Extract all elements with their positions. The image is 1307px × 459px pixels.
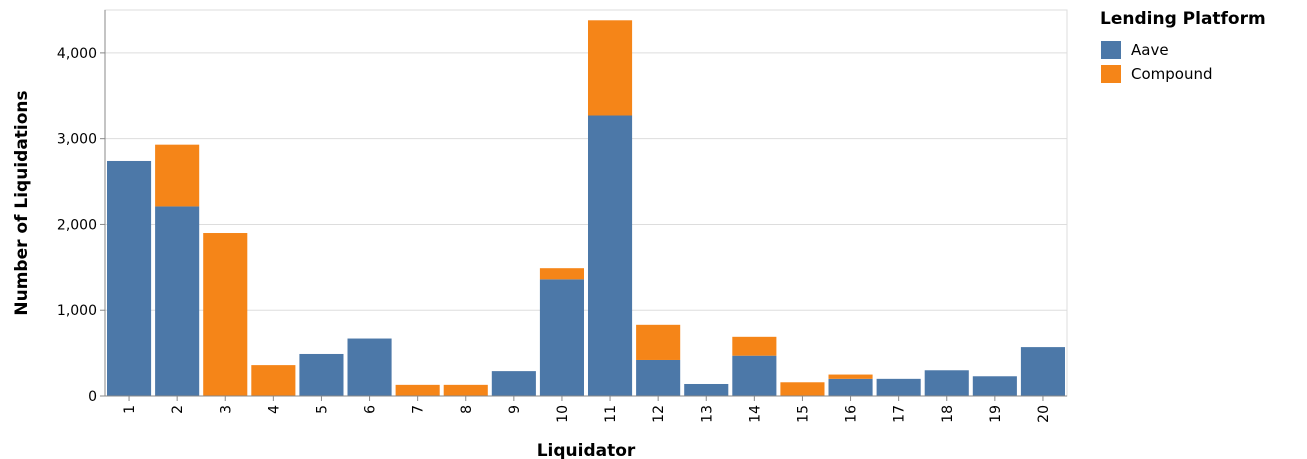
y-axis-title: Number of Liquidations [12, 90, 32, 315]
bar-aave-18 [924, 370, 969, 396]
bar-compound-4 [251, 365, 296, 396]
bar-aave-9 [491, 371, 536, 396]
legend-label-aave: Aave [1131, 41, 1169, 59]
y-tick-label: 0 [88, 389, 97, 405]
bar-compound-10 [539, 268, 584, 280]
x-tick-label: 13 [699, 405, 715, 423]
bar-compound-11 [588, 20, 633, 116]
bar-aave-13 [684, 383, 729, 396]
bar-aave-6 [347, 338, 392, 396]
bar-aave-1 [107, 160, 152, 396]
x-tick-label: 14 [747, 405, 763, 423]
bar-aave-5 [299, 353, 344, 396]
x-tick-label: 9 [507, 405, 523, 414]
y-tick-label: 4,000 [57, 46, 97, 62]
legend-swatch-compound [1101, 65, 1121, 83]
bar-aave-17 [876, 378, 921, 396]
x-tick-label: 6 [363, 405, 379, 414]
legend-title: Lending Platform [1100, 9, 1266, 29]
bar-aave-10 [539, 279, 584, 396]
x-tick-label: 19 [988, 405, 1004, 423]
y-gridlines [104, 9, 1068, 397]
x-tick-label: 8 [459, 405, 475, 414]
x-axis-title: Liquidator [537, 441, 636, 459]
x-tick-label: 11 [603, 405, 619, 423]
x-tick-label: 3 [218, 405, 234, 414]
x-tick-label: 5 [314, 405, 330, 414]
x-tick-label: 2 [170, 405, 186, 414]
bar-compound-3 [203, 233, 248, 396]
plot-frame [104, 9, 1068, 397]
bar-compound-14 [732, 336, 777, 356]
legend-label-compound: Compound [1131, 65, 1213, 83]
x-tick-label: 20 [1036, 405, 1052, 423]
bar-compound-15 [780, 382, 825, 396]
y-tick-label: 3,000 [57, 132, 97, 148]
x-tick-label: 10 [555, 405, 571, 423]
x-tick-label: 4 [266, 405, 282, 414]
bars [107, 20, 1065, 397]
bar-compound-2 [155, 144, 200, 207]
x-tick-label: 7 [411, 405, 427, 414]
x-tick-label: 1 [122, 405, 138, 414]
y-tick-label: 2,000 [57, 217, 97, 233]
y-tick-label: 1,000 [57, 303, 97, 319]
legend-swatch-aave [1101, 41, 1121, 59]
bar-compound-12 [636, 324, 681, 360]
bar-aave-19 [972, 376, 1017, 396]
bar-aave-20 [1020, 347, 1065, 396]
legend: Lending Platform Aave Compound [1100, 9, 1266, 83]
bar-aave-11 [588, 115, 633, 397]
bar-aave-2 [155, 206, 200, 396]
bar-aave-16 [828, 378, 873, 396]
x-tick-label: 15 [795, 405, 811, 423]
x-tick-label: 16 [844, 405, 860, 423]
bar-compound-7 [395, 384, 440, 396]
bar-aave-12 [636, 359, 681, 396]
bar-compound-16 [828, 374, 873, 379]
x-tick-label: 18 [940, 405, 956, 423]
x-tick-label: 12 [651, 405, 667, 423]
bar-compound-8 [443, 384, 488, 396]
bar-aave-14 [732, 355, 777, 396]
x-tick-label: 17 [892, 405, 908, 423]
